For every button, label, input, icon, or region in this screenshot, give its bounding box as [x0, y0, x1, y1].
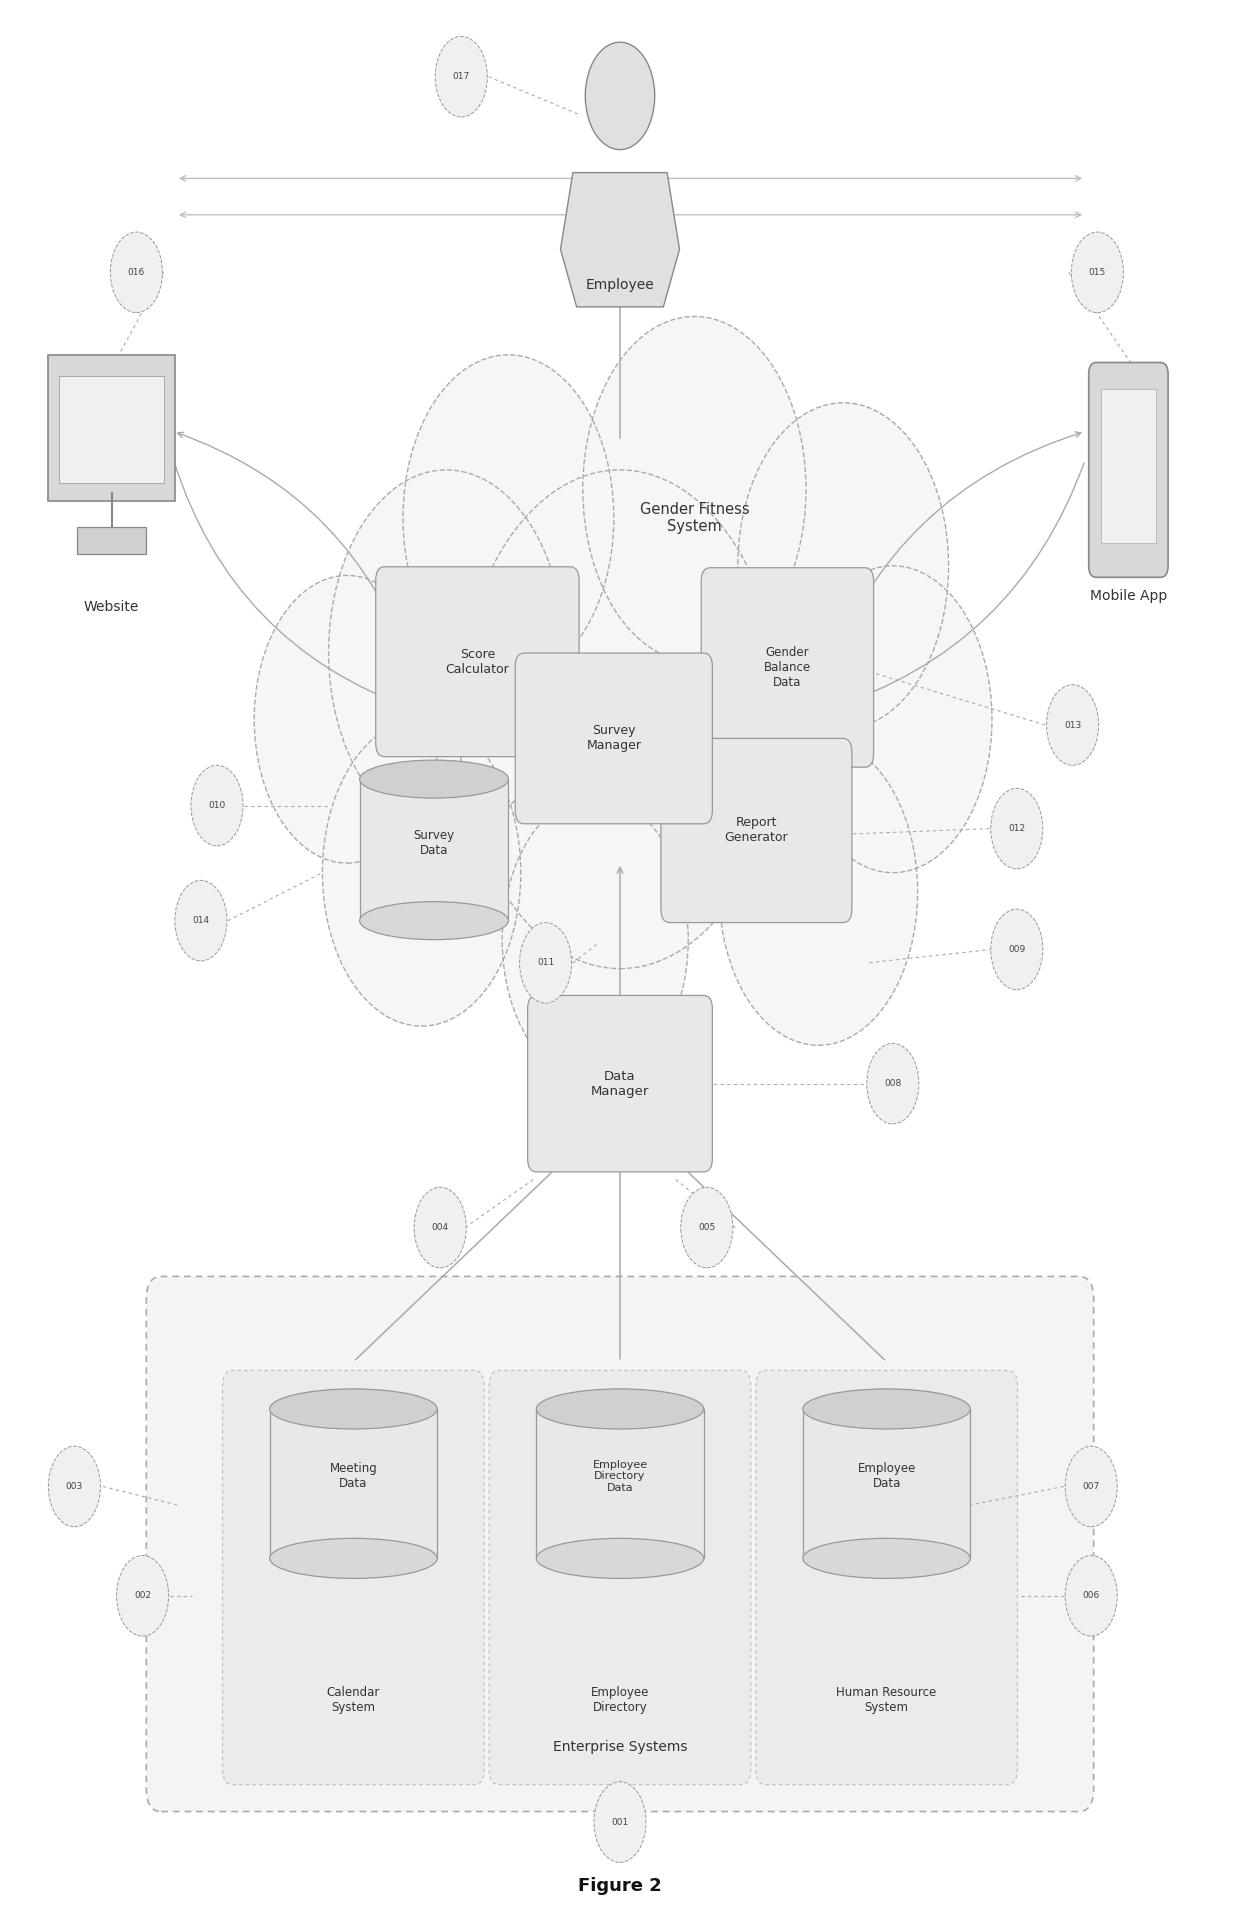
Circle shape — [322, 719, 521, 1026]
Text: Data
Manager: Data Manager — [590, 1070, 650, 1097]
Circle shape — [254, 575, 440, 863]
Circle shape — [117, 1555, 169, 1636]
FancyBboxPatch shape — [528, 995, 712, 1172]
FancyBboxPatch shape — [661, 738, 852, 923]
Text: Survey
Data: Survey Data — [413, 829, 455, 857]
Text: 003: 003 — [66, 1483, 83, 1490]
Ellipse shape — [360, 901, 508, 940]
Text: Survey
Manager: Survey Manager — [587, 725, 641, 752]
Text: 005: 005 — [698, 1224, 715, 1231]
Text: Enterprise Systems: Enterprise Systems — [553, 1740, 687, 1753]
Text: 013: 013 — [1064, 721, 1081, 729]
Text: 014: 014 — [192, 917, 210, 924]
FancyBboxPatch shape — [58, 376, 164, 483]
Ellipse shape — [360, 760, 508, 798]
FancyBboxPatch shape — [222, 1369, 484, 1784]
FancyBboxPatch shape — [77, 527, 146, 554]
FancyBboxPatch shape — [516, 652, 712, 825]
Ellipse shape — [270, 1538, 436, 1579]
Text: 017: 017 — [453, 73, 470, 81]
Text: 006: 006 — [1083, 1592, 1100, 1600]
Text: 015: 015 — [1089, 269, 1106, 276]
Circle shape — [435, 36, 487, 117]
Text: Employee
Directory
Data: Employee Directory Data — [593, 1460, 647, 1492]
Circle shape — [794, 566, 992, 873]
Text: Score
Calculator: Score Calculator — [445, 648, 510, 675]
FancyBboxPatch shape — [270, 1410, 436, 1557]
Text: 001: 001 — [611, 1818, 629, 1826]
FancyBboxPatch shape — [489, 1369, 750, 1784]
FancyBboxPatch shape — [376, 568, 579, 756]
Circle shape — [414, 1187, 466, 1268]
FancyBboxPatch shape — [146, 1277, 1094, 1811]
Text: 009: 009 — [1008, 946, 1025, 953]
FancyBboxPatch shape — [804, 1410, 970, 1557]
Circle shape — [991, 909, 1043, 990]
Text: Employee
Directory: Employee Directory — [590, 1686, 650, 1715]
Ellipse shape — [536, 1389, 704, 1429]
Circle shape — [1065, 1555, 1117, 1636]
Circle shape — [48, 1446, 100, 1527]
Circle shape — [329, 470, 564, 834]
Text: Employee
Data: Employee Data — [857, 1462, 916, 1490]
Ellipse shape — [802, 1538, 970, 1579]
Text: Mobile App: Mobile App — [1090, 589, 1167, 602]
FancyBboxPatch shape — [536, 1410, 704, 1557]
FancyBboxPatch shape — [1089, 363, 1168, 577]
Circle shape — [502, 796, 688, 1084]
Circle shape — [585, 42, 655, 150]
FancyBboxPatch shape — [755, 1369, 1017, 1784]
Circle shape — [583, 316, 806, 662]
Ellipse shape — [802, 1389, 970, 1429]
Circle shape — [110, 232, 162, 313]
Circle shape — [991, 788, 1043, 869]
Circle shape — [719, 738, 918, 1045]
Text: Employee: Employee — [585, 278, 655, 292]
Text: 004: 004 — [432, 1224, 449, 1231]
Text: Website: Website — [84, 600, 139, 614]
Circle shape — [1047, 685, 1099, 765]
Circle shape — [520, 923, 572, 1003]
Circle shape — [738, 403, 949, 729]
Text: 002: 002 — [134, 1592, 151, 1600]
Text: 012: 012 — [1008, 825, 1025, 832]
FancyBboxPatch shape — [1101, 389, 1156, 543]
Text: 016: 016 — [128, 269, 145, 276]
Ellipse shape — [536, 1538, 704, 1579]
Circle shape — [1065, 1446, 1117, 1527]
Circle shape — [867, 1043, 919, 1124]
Ellipse shape — [270, 1389, 436, 1429]
Text: Meeting
Data: Meeting Data — [330, 1462, 377, 1490]
Text: 007: 007 — [1083, 1483, 1100, 1490]
Text: Gender Fitness
System: Gender Fitness System — [640, 503, 749, 533]
FancyBboxPatch shape — [47, 355, 176, 501]
Circle shape — [403, 355, 614, 681]
Text: Gender
Balance
Data: Gender Balance Data — [764, 646, 811, 689]
Circle shape — [459, 470, 781, 969]
Text: 011: 011 — [537, 959, 554, 967]
Circle shape — [594, 1782, 646, 1862]
Text: Figure 2: Figure 2 — [578, 1878, 662, 1895]
Text: 008: 008 — [884, 1080, 901, 1088]
FancyBboxPatch shape — [360, 779, 508, 921]
FancyBboxPatch shape — [702, 568, 873, 767]
Circle shape — [175, 880, 227, 961]
Circle shape — [1071, 232, 1123, 313]
Circle shape — [191, 765, 243, 846]
Text: Human Resource
System: Human Resource System — [837, 1686, 936, 1715]
PathPatch shape — [560, 173, 680, 307]
Text: Report
Generator: Report Generator — [724, 817, 789, 844]
Text: Calendar
System: Calendar System — [326, 1686, 381, 1715]
Circle shape — [681, 1187, 733, 1268]
Text: 010: 010 — [208, 802, 226, 809]
